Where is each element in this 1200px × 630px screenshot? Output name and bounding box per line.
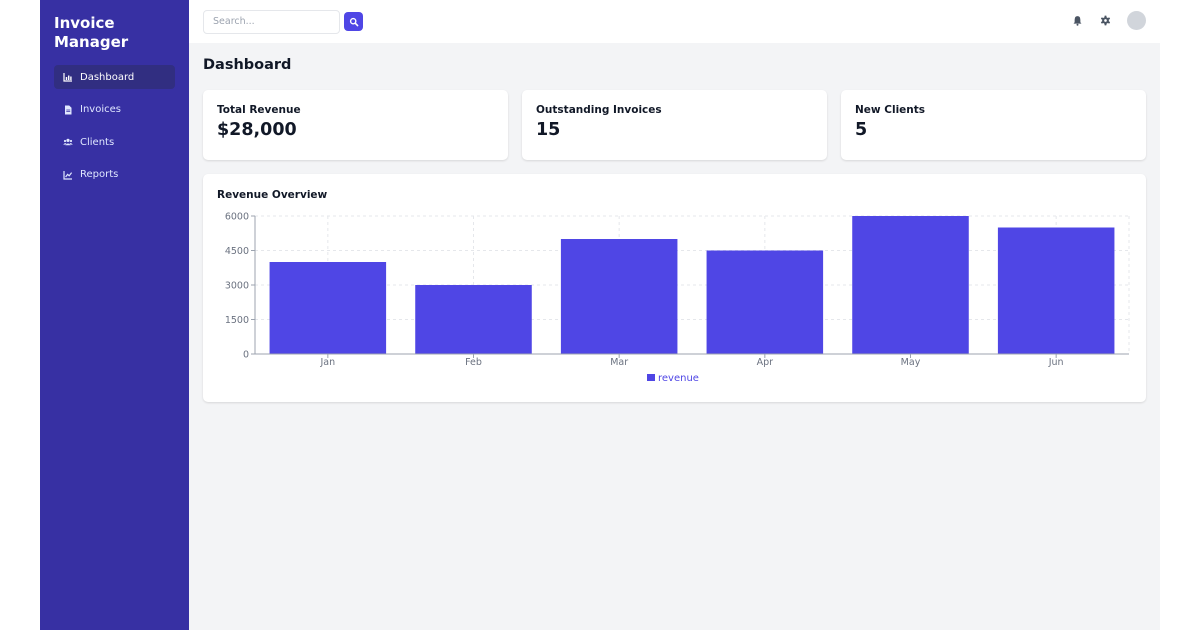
x-tick-label: Feb [465, 357, 482, 368]
stat-card-outstanding-invoices: Outstanding Invoices 15 [522, 90, 827, 160]
app-title-line-1: Invoice [54, 14, 115, 32]
x-tick-label: May [901, 357, 921, 368]
legend-swatch [647, 374, 655, 381]
bar-jan [269, 262, 387, 354]
x-tick-label: Mar [610, 357, 628, 368]
avatar[interactable] [1127, 11, 1146, 30]
sidebar-item-label: Dashboard [80, 71, 135, 83]
sidebar-item-label: Reports [80, 169, 119, 180]
revenue-overview-card: Revenue Overview 0 1500 3000 4500 6000 Jan Feb… [203, 174, 1146, 402]
main-content: Dashboard Total Revenue $28,000 Outstand… [189, 0, 1160, 630]
stat-card-value: 5 [855, 120, 868, 140]
sidebar-item-invoices[interactable]: Invoices [54, 98, 175, 122]
x-tick-label: Apr [757, 357, 774, 368]
stat-card-value: $28,000 [217, 120, 297, 140]
chart-bar-icon [63, 72, 73, 82]
app-title: Invoice Manager [54, 14, 175, 52]
sidebar-item-reports[interactable]: Reports [54, 163, 175, 187]
stat-card-label: Outstanding Invoices [536, 104, 662, 116]
sidebar-item-label: Invoices [80, 104, 121, 115]
stats-cards: Total Revenue $28,000 Outstanding Invoic… [203, 90, 1146, 160]
search-icon [349, 17, 359, 27]
chart-title: Revenue Overview [217, 189, 328, 201]
stat-card-total-revenue: Total Revenue $28,000 [203, 90, 508, 160]
sidebar-nav: Dashboard Invoices Clients Reports [54, 65, 175, 187]
chart-line-icon [63, 170, 73, 180]
users-icon [63, 137, 73, 147]
x-tick-label: Jun [1048, 357, 1064, 368]
app-title-line-2: Manager [54, 33, 129, 51]
y-tick-label: 6000 [225, 212, 249, 223]
sidebar-item-dashboard[interactable]: Dashboard [54, 65, 175, 89]
app-window: Invoice Manager Dashboard Invoices Cli [40, 0, 1160, 630]
search-button[interactable] [344, 12, 363, 31]
stat-card-label: New Clients [855, 104, 926, 116]
sidebar: Invoice Manager Dashboard Invoices Cli [40, 0, 189, 630]
bar-jun [997, 227, 1115, 354]
sidebar-item-clients[interactable]: Clients [54, 130, 175, 154]
gear-icon[interactable] [1099, 15, 1111, 27]
bell-icon[interactable] [1071, 15, 1083, 27]
search-input[interactable] [203, 9, 340, 34]
y-tick-label: 3000 [225, 281, 249, 292]
sidebar-item-label: Clients [80, 136, 115, 148]
x-tick-label: Jan [320, 357, 336, 368]
stat-card-value: 15 [536, 120, 561, 140]
y-tick-label: 0 [243, 350, 249, 361]
file-icon [63, 105, 73, 115]
stat-card-label: Total Revenue [217, 104, 301, 116]
revenue-bar-chart: 0 1500 3000 4500 6000 Jan Feb Mar Apr May Jun reven… [225, 212, 1130, 384]
top-bar [189, 0, 1160, 43]
bar-mar [560, 239, 678, 354]
bar-feb [415, 285, 532, 354]
top-bar-actions [1071, 11, 1146, 30]
stat-card-new-clients: New Clients 5 [841, 90, 1146, 160]
y-tick-label: 1500 [225, 315, 249, 326]
page-title: Dashboard [203, 57, 292, 73]
bar-apr [706, 250, 824, 354]
legend-label: revenue [658, 373, 699, 384]
bar-may [852, 216, 969, 354]
y-tick-label: 4500 [225, 246, 249, 257]
